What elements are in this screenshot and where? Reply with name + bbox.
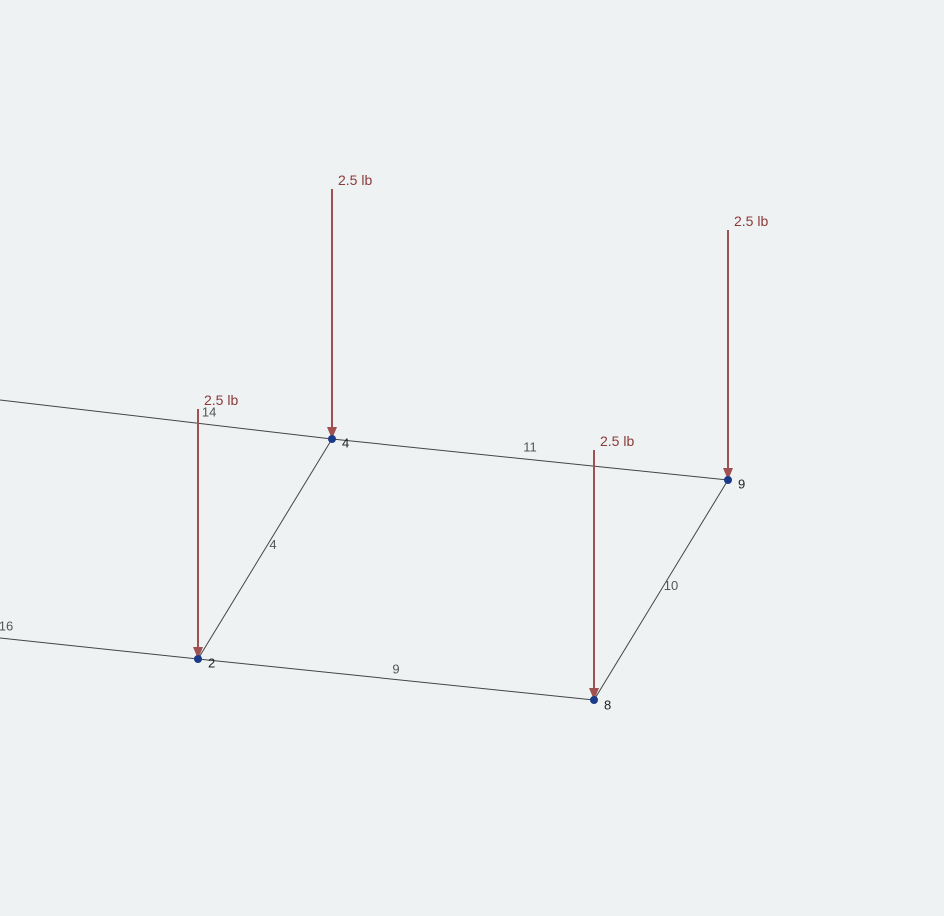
node-2 (194, 655, 202, 663)
force-label: 2.5 lb (204, 392, 238, 408)
edge-label: 11 (523, 440, 537, 455)
force-label: 2.5 lb (600, 433, 634, 449)
edge-label: 4 (269, 537, 276, 552)
edge-14 (0, 400, 332, 439)
node-label: 4 (342, 435, 349, 450)
diagram-canvas: 49101114162.5 lb2.5 lb2.5 lb2.5 lb2489 (0, 0, 944, 916)
edge-4 (198, 439, 332, 659)
edge-label: 9 (392, 662, 399, 677)
force-label: 2.5 lb (734, 213, 768, 229)
diagram-svg: 49101114162.5 lb2.5 lb2.5 lb2.5 lb2489 (0, 0, 944, 916)
node-label: 8 (604, 697, 611, 712)
edge-16 (0, 638, 198, 659)
edge-label: 16 (0, 619, 13, 634)
edge-label: 10 (664, 578, 678, 593)
node-4 (328, 435, 336, 443)
node-9 (724, 476, 732, 484)
node-8 (590, 696, 598, 704)
force-label: 2.5 lb (338, 172, 372, 188)
node-label: 9 (738, 476, 745, 491)
node-label: 2 (208, 655, 215, 670)
edge-10 (594, 480, 728, 700)
